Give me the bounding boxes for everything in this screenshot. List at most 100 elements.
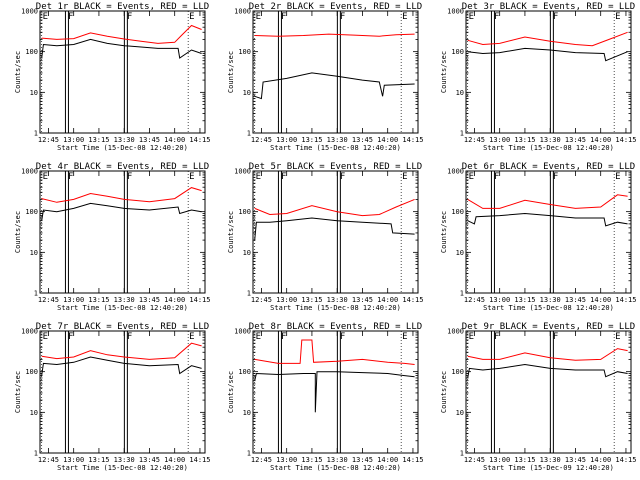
x-tick-label: 13:15 xyxy=(88,456,109,464)
x-tick-label: 13:15 xyxy=(514,136,535,144)
y-tick-label: 1 xyxy=(247,290,251,298)
x-tick-label: 14:15 xyxy=(615,456,636,464)
x-tick-label: 12:45 xyxy=(251,456,272,464)
marker-label: F xyxy=(340,12,345,22)
series-line xyxy=(467,194,628,209)
chart-title: Det 5r BLACK = Events, RED = LLD xyxy=(249,162,422,172)
series-line xyxy=(254,217,415,241)
y-tick-label: 10 xyxy=(456,249,464,257)
x-axis-label: Start Time (15-Dec-08 12:40:20) xyxy=(270,144,401,152)
y-tick-label: 1000 xyxy=(234,328,251,336)
y-tick-label: 1 xyxy=(247,450,251,458)
x-tick-label: 13:00 xyxy=(276,136,297,144)
marker-label: F xyxy=(127,172,132,182)
plot-frame xyxy=(465,330,632,454)
x-tick-label: 12:45 xyxy=(464,296,485,304)
y-tick-label: 1000 xyxy=(447,328,464,336)
y-tick-label: 1000 xyxy=(447,168,464,176)
marker-label: E xyxy=(402,332,407,342)
x-tick-label: 13:45 xyxy=(139,296,160,304)
y-axis-label: Counts/sec xyxy=(14,51,22,93)
y-tick-label: 1000 xyxy=(21,168,38,176)
series-line xyxy=(467,31,628,47)
x-tick-label: 13:30 xyxy=(327,296,348,304)
chart-panel: Det 1r BLACK = Events, RED = LLD 1 10 100 10… xyxy=(14,2,210,152)
x-tick-label: 14:15 xyxy=(189,456,210,464)
x-axis-label: Start Time (15-Dec-08 12:40:20) xyxy=(483,144,614,152)
x-tick-label: 12:45 xyxy=(38,296,59,304)
marker-label: F xyxy=(340,332,345,342)
x-tick-label: 13:15 xyxy=(301,296,322,304)
y-tick-label: 1000 xyxy=(447,8,464,16)
marker-label: E xyxy=(43,332,48,342)
chart-panel: Det 7r BLACK = Events, RED = LLD 1 10 100 10… xyxy=(14,322,210,472)
x-tick-label: 13:45 xyxy=(139,456,160,464)
series-line xyxy=(41,356,202,376)
x-tick-label: 14:15 xyxy=(615,136,636,144)
x-tick-label: 13:30 xyxy=(114,136,135,144)
chart-title: Det 7r BLACK = Events, RED = LLD xyxy=(36,322,209,332)
marker-label: F xyxy=(340,172,345,182)
y-tick-label: 10 xyxy=(456,409,464,417)
x-tick-label: 14:00 xyxy=(377,456,398,464)
y-tick-label: 100 xyxy=(25,48,38,56)
x-tick-label: 13:15 xyxy=(301,456,322,464)
plot-frame xyxy=(39,10,206,134)
y-axis-label: Counts/sec xyxy=(14,211,22,253)
marker-label: F xyxy=(553,12,558,22)
x-tick-label: 13:30 xyxy=(327,136,348,144)
x-tick-label: 13:30 xyxy=(540,296,561,304)
x-tick-label: 13:00 xyxy=(63,456,84,464)
marker-label: F xyxy=(494,172,499,182)
y-tick-label: 10 xyxy=(456,89,464,97)
y-axis-label: Counts/sec xyxy=(14,371,22,413)
marker-label: E xyxy=(402,12,407,22)
y-tick-label: 1 xyxy=(34,290,38,298)
marker-label: E xyxy=(43,12,48,22)
y-tick-label: 1 xyxy=(460,450,464,458)
y-tick-label: 1 xyxy=(460,130,464,138)
x-axis-label: Start Time (15-Dec-08 12:40:20) xyxy=(270,304,401,312)
y-tick-label: 1 xyxy=(460,290,464,298)
x-tick-label: 14:15 xyxy=(189,136,210,144)
series-line xyxy=(254,72,415,100)
x-tick-label: 13:30 xyxy=(327,456,348,464)
chart-title: Det 8r BLACK = Events, RED = LLD xyxy=(249,322,422,332)
x-tick-label: 13:00 xyxy=(63,136,84,144)
x-tick-label: 14:15 xyxy=(402,296,423,304)
chart-title: Det 9r BLACK = Events, RED = LLD xyxy=(462,322,635,332)
plot-frame xyxy=(465,10,632,134)
marker-label: F xyxy=(494,12,499,22)
marker-label: E xyxy=(189,12,194,22)
marker-label: E xyxy=(189,172,194,182)
x-axis-label: Start Time (15-Dec-08 12:40:20) xyxy=(57,144,188,152)
x-tick-label: 13:45 xyxy=(565,296,586,304)
x-tick-label: 14:15 xyxy=(615,296,636,304)
marker-label: F xyxy=(281,12,286,22)
y-tick-label: 100 xyxy=(25,208,38,216)
chart-title: Det 2r BLACK = Events, RED = LLD xyxy=(249,2,422,12)
x-tick-label: 14:15 xyxy=(189,296,210,304)
plot-frame xyxy=(465,170,632,294)
y-axis-label: Counts/sec xyxy=(227,51,235,93)
marker-label: E xyxy=(256,332,261,342)
x-tick-label: 13:45 xyxy=(565,456,586,464)
y-tick-label: 100 xyxy=(451,48,464,56)
series-line xyxy=(467,47,628,62)
marker-label: E xyxy=(469,172,474,182)
x-tick-label: 13:30 xyxy=(540,456,561,464)
chart-panel: Det 3r BLACK = Events, RED = LLD 1 10 100 10… xyxy=(440,2,636,152)
y-axis-label: Counts/sec xyxy=(440,211,448,253)
y-axis-label: Counts/sec xyxy=(440,51,448,93)
marker-label: F xyxy=(68,332,73,342)
chart-panel: Det 4r BLACK = Events, RED = LLD 1 10 100 10… xyxy=(14,162,210,312)
x-tick-label: 12:45 xyxy=(251,136,272,144)
y-tick-label: 1000 xyxy=(21,8,38,16)
chart-panel: Det 9r BLACK = Events, RED = LLD 1 10 100 10… xyxy=(440,322,636,472)
x-tick-label: 13:15 xyxy=(301,136,322,144)
x-tick-label: 13:15 xyxy=(514,296,535,304)
marker-label: F xyxy=(68,12,73,22)
y-tick-label: 100 xyxy=(238,208,251,216)
y-tick-label: 100 xyxy=(25,368,38,376)
series-line xyxy=(467,363,628,379)
